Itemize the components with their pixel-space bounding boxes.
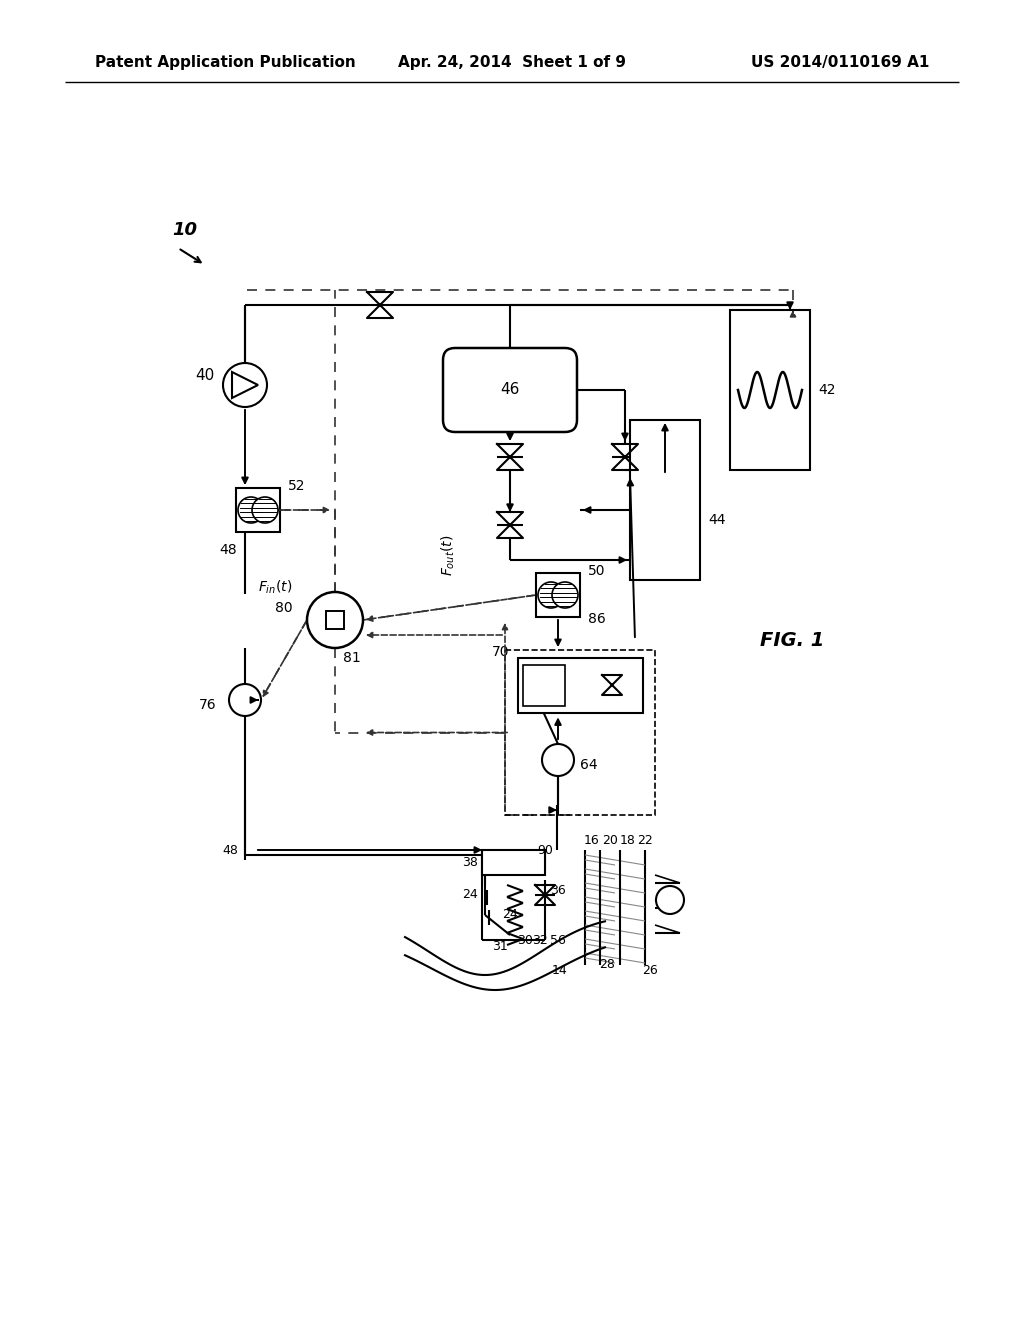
Text: $F_{in}(t)$: $F_{in}(t)$ bbox=[258, 578, 292, 595]
Text: 30: 30 bbox=[517, 933, 532, 946]
FancyBboxPatch shape bbox=[522, 664, 564, 705]
Circle shape bbox=[238, 498, 264, 523]
Text: 86: 86 bbox=[588, 612, 606, 626]
Text: 76: 76 bbox=[200, 698, 217, 711]
Text: FIG. 1: FIG. 1 bbox=[760, 631, 824, 649]
FancyBboxPatch shape bbox=[536, 573, 580, 616]
Text: 14: 14 bbox=[552, 964, 568, 977]
Text: 22: 22 bbox=[637, 833, 653, 846]
Circle shape bbox=[252, 498, 278, 523]
Text: 10: 10 bbox=[172, 220, 197, 239]
FancyBboxPatch shape bbox=[482, 850, 545, 875]
Text: 36: 36 bbox=[550, 883, 566, 896]
Text: 18: 18 bbox=[621, 833, 636, 846]
Circle shape bbox=[223, 363, 267, 407]
Text: 56: 56 bbox=[550, 933, 566, 946]
Text: 52: 52 bbox=[288, 479, 305, 492]
Text: 38: 38 bbox=[462, 855, 478, 869]
Circle shape bbox=[542, 744, 574, 776]
Text: 26: 26 bbox=[642, 964, 657, 977]
Text: $F_{out}(t)$: $F_{out}(t)$ bbox=[440, 535, 458, 576]
FancyBboxPatch shape bbox=[630, 420, 700, 579]
Circle shape bbox=[307, 591, 362, 648]
Text: 32: 32 bbox=[532, 933, 548, 946]
Text: 81: 81 bbox=[343, 651, 360, 665]
Text: 24: 24 bbox=[502, 908, 518, 921]
Text: 12: 12 bbox=[659, 888, 675, 902]
Circle shape bbox=[552, 582, 578, 609]
Text: 48: 48 bbox=[222, 843, 238, 857]
Text: 70: 70 bbox=[492, 645, 510, 660]
Text: 90: 90 bbox=[537, 843, 553, 857]
Circle shape bbox=[656, 886, 684, 913]
Text: Apr. 24, 2014  Sheet 1 of 9: Apr. 24, 2014 Sheet 1 of 9 bbox=[398, 54, 626, 70]
Text: 28: 28 bbox=[599, 958, 615, 972]
Circle shape bbox=[538, 582, 564, 609]
FancyBboxPatch shape bbox=[443, 348, 577, 432]
Text: 80: 80 bbox=[275, 601, 293, 615]
Text: 48: 48 bbox=[219, 543, 237, 557]
Text: 16: 16 bbox=[584, 833, 600, 846]
Text: US 2014/0110169 A1: US 2014/0110169 A1 bbox=[751, 54, 929, 70]
Text: 44: 44 bbox=[708, 513, 725, 527]
Text: 20: 20 bbox=[602, 833, 617, 846]
Text: 40: 40 bbox=[196, 367, 215, 383]
Text: 50: 50 bbox=[588, 564, 605, 578]
Text: 64: 64 bbox=[580, 758, 598, 772]
FancyBboxPatch shape bbox=[517, 657, 642, 713]
Text: 31: 31 bbox=[493, 940, 508, 953]
FancyBboxPatch shape bbox=[730, 310, 810, 470]
Circle shape bbox=[229, 684, 261, 715]
FancyBboxPatch shape bbox=[236, 488, 280, 532]
Text: Patent Application Publication: Patent Application Publication bbox=[95, 54, 355, 70]
Text: 46: 46 bbox=[501, 383, 520, 397]
Text: 42: 42 bbox=[818, 383, 836, 397]
Text: 24: 24 bbox=[462, 888, 478, 902]
